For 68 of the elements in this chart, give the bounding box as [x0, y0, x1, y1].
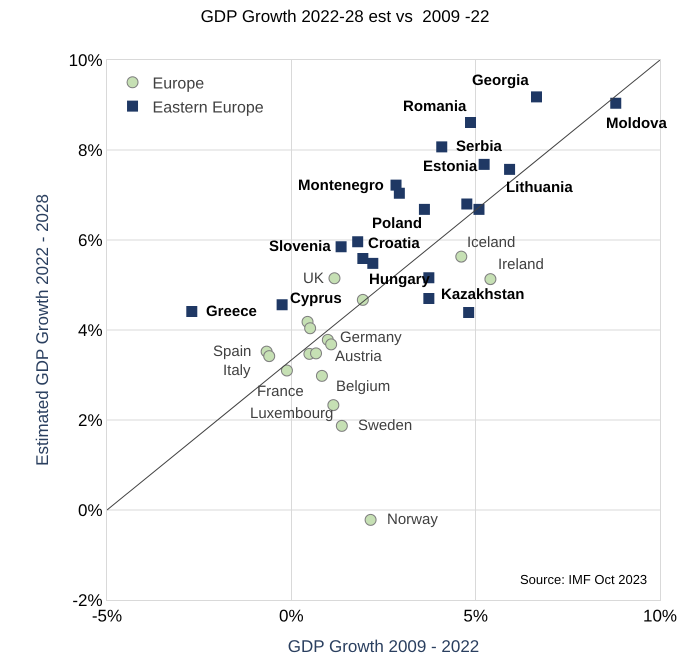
point	[610, 98, 622, 109]
annotation: Austria	[335, 348, 382, 365]
y-tick-label: 6%	[78, 230, 103, 250]
annotation: Estonia	[423, 158, 478, 175]
annotation: Source: IMF Oct 2023	[520, 572, 648, 587]
point	[280, 364, 293, 376]
annotation: Montenegro	[298, 177, 384, 194]
annotation: Iceland	[467, 234, 516, 251]
x-tick-label: 5%	[463, 606, 488, 626]
annotation: UK	[303, 270, 324, 287]
x-tick-label: 10%	[642, 606, 678, 626]
point	[316, 370, 328, 382]
annotation: Cyprus	[290, 290, 342, 307]
annotation: Kazakhstan	[441, 286, 524, 303]
x-axis-title: GDP Growth 2009 - 2022	[288, 636, 480, 656]
point	[310, 347, 322, 360]
annotation: Germany	[340, 329, 402, 346]
point	[423, 293, 434, 304]
point	[531, 91, 542, 102]
point	[465, 117, 476, 128]
point	[276, 299, 288, 310]
legend-label: Europe	[152, 76, 204, 93]
y-tick-label: 10%	[68, 50, 103, 70]
legend-label: Eastern Europe	[152, 99, 264, 116]
annotation: Belgium	[336, 378, 390, 395]
point	[325, 338, 338, 350]
point	[336, 241, 347, 252]
point	[352, 236, 364, 248]
y-axis-title: Estimated GDP Growth 2022 - 2028	[33, 194, 52, 466]
point	[461, 198, 472, 210]
annotation: Norway	[387, 511, 438, 528]
point	[364, 514, 377, 526]
annotation: Italy	[223, 362, 252, 379]
point	[263, 350, 276, 362]
chart-title: GDP Growth 2022-28 est vs 2009 -22	[200, 6, 490, 26]
point	[367, 258, 378, 269]
x-tick-label: 0%	[279, 606, 304, 626]
point	[186, 306, 198, 318]
annotation: Sweden	[358, 417, 412, 434]
point	[394, 188, 405, 199]
point	[304, 322, 316, 334]
annotation: Romania	[403, 98, 468, 115]
point	[484, 273, 496, 286]
annotation: Luxembourg	[250, 405, 334, 422]
annotation: Poland	[372, 215, 422, 232]
point	[357, 252, 368, 264]
point	[436, 141, 448, 152]
y-tick-label: 2%	[78, 410, 103, 430]
annotation: Slovenia	[269, 238, 332, 255]
annotation: Croatia	[368, 235, 420, 252]
annotation: France	[257, 383, 304, 400]
annotation: Moldova	[606, 115, 668, 132]
point	[504, 164, 516, 175]
point	[478, 158, 490, 170]
annotation: Serbia	[456, 138, 503, 155]
point	[455, 250, 468, 263]
annotation: Ireland	[498, 256, 544, 273]
annotation: Lithuania	[506, 179, 574, 196]
y-tick-label: 8%	[78, 140, 103, 160]
point	[463, 306, 474, 318]
annotation: Georgia	[472, 72, 530, 89]
y-tick-label: 4%	[78, 320, 103, 340]
point	[336, 420, 348, 432]
point	[418, 204, 430, 215]
point	[328, 272, 340, 284]
annotation: Spain	[213, 343, 252, 360]
y-tick-label: 0%	[78, 500, 103, 520]
annotation: Greece	[206, 303, 257, 320]
